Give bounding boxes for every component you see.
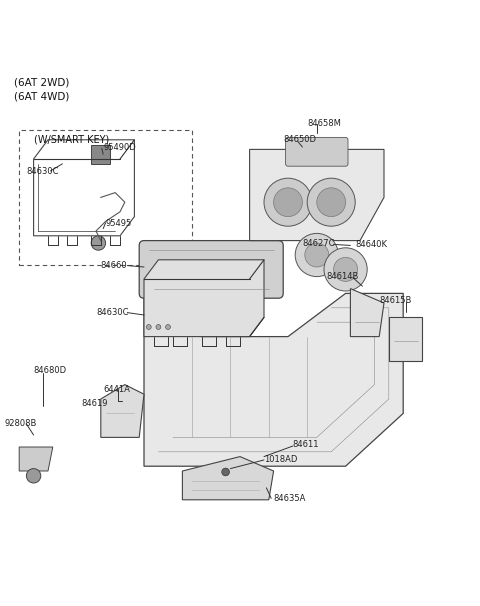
Text: 95490D: 95490D [103, 142, 136, 152]
Polygon shape [101, 385, 144, 438]
Polygon shape [19, 447, 53, 471]
Text: 84650D: 84650D [283, 135, 316, 144]
Circle shape [324, 248, 367, 291]
Text: 84640K: 84640K [355, 240, 387, 249]
Text: 84619: 84619 [82, 399, 108, 408]
Polygon shape [350, 288, 384, 336]
Circle shape [26, 468, 41, 483]
Text: (W/SMART KEY): (W/SMART KEY) [34, 135, 109, 145]
Circle shape [91, 236, 106, 250]
FancyBboxPatch shape [139, 241, 283, 298]
Polygon shape [182, 456, 274, 500]
Circle shape [264, 178, 312, 226]
Text: 84630C: 84630C [96, 308, 129, 317]
Circle shape [305, 243, 329, 267]
Circle shape [274, 188, 302, 216]
Text: 84660: 84660 [101, 261, 127, 270]
Text: 84658M: 84658M [307, 119, 341, 127]
Circle shape [146, 325, 151, 330]
Text: 6441A: 6441A [103, 385, 130, 394]
Polygon shape [250, 150, 384, 241]
Text: 84635A: 84635A [274, 494, 306, 504]
Polygon shape [144, 293, 403, 466]
Text: (6AT 4WD): (6AT 4WD) [14, 92, 70, 102]
Polygon shape [389, 318, 422, 361]
Polygon shape [144, 260, 264, 336]
Circle shape [334, 258, 358, 281]
Circle shape [222, 468, 229, 476]
Circle shape [317, 188, 346, 216]
Circle shape [166, 325, 170, 330]
Text: 84611: 84611 [293, 440, 319, 449]
Circle shape [156, 325, 161, 330]
Text: 1018AD: 1018AD [264, 454, 298, 464]
Text: (6AT 2WD): (6AT 2WD) [14, 78, 70, 87]
Text: 95495: 95495 [106, 219, 132, 228]
Text: 84627C: 84627C [302, 239, 335, 247]
Polygon shape [91, 145, 110, 164]
FancyBboxPatch shape [286, 138, 348, 166]
Text: 84614B: 84614B [326, 272, 359, 281]
Text: 84630C: 84630C [26, 167, 59, 176]
Circle shape [295, 233, 338, 276]
Text: 84680D: 84680D [34, 365, 67, 375]
Text: 84615B: 84615B [379, 296, 411, 305]
Circle shape [307, 178, 355, 226]
Text: 92808B: 92808B [5, 419, 37, 427]
